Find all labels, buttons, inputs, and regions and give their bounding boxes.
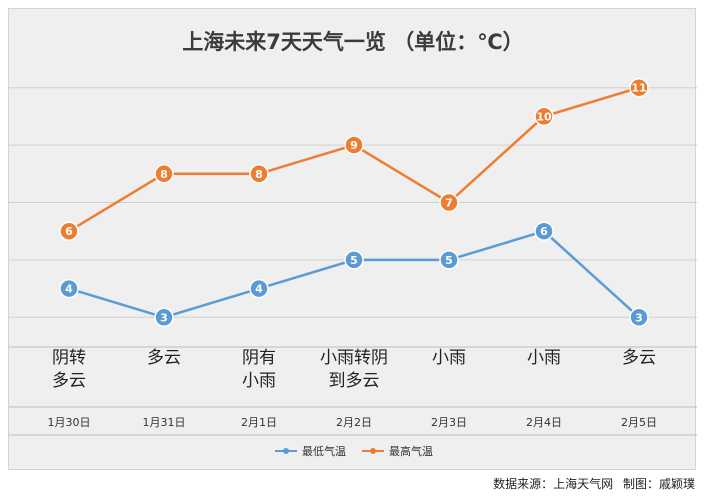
date-labels: 1月30日 1月31日 2月1日 2月2日 2月3日 2月4日 2月5日 (48, 416, 658, 429)
weather-label: 阴有 (242, 348, 276, 368)
legend-marker (370, 448, 376, 454)
weather-label: 小雨转阴 (320, 348, 388, 368)
data-label: 8 (255, 168, 263, 181)
data-point (534, 221, 554, 241)
weather-label: 小雨 (242, 371, 276, 391)
data-point (629, 307, 649, 328)
data-point (629, 77, 649, 98)
data-point (59, 221, 79, 241)
data-label: 4 (255, 283, 263, 296)
legend-marker (283, 448, 289, 454)
data-point (439, 192, 459, 213)
weather-label: 阴转 (52, 348, 86, 368)
weather-label: 多云 (52, 371, 86, 391)
date-tick-label: 1月30日 (48, 416, 91, 429)
weather-label: 多云 (147, 348, 181, 368)
weather-label: 小雨 (432, 348, 466, 368)
data-point (344, 250, 364, 270)
line-chart: 上海未来7天天气一览 （单位：℃） 阴转多云多云 阴有小雨小雨转阴到多云小雨 小雨多… (9, 30, 697, 458)
date-tick-label: 1月31日 (143, 416, 186, 429)
weather-label: 小雨 (527, 348, 561, 368)
legend: 最低气温 最高气温 (275, 444, 433, 458)
data-point (344, 135, 364, 155)
date-tick-label: 2月1日 (241, 416, 277, 429)
footer: 数据来源：上海天气网 制图：戚颖璞 (487, 475, 695, 492)
data-label: 3 (635, 311, 643, 324)
series-line (68, 229, 640, 319)
data-point (534, 106, 554, 127)
date-tick-label: 2月5日 (621, 416, 657, 429)
series-lines: 4 3 4 5 5 6 3 6 8 8 9 7 10 11 (59, 77, 649, 328)
data-label: 6 (65, 225, 73, 238)
data-point (249, 164, 269, 184)
data-point (439, 250, 459, 270)
source-credit: 数据来源：上海天气网 (493, 477, 614, 491)
data-point (249, 278, 269, 299)
data-label: 7 (445, 197, 453, 210)
grid-lines (9, 87, 697, 436)
data-label: 6 (540, 225, 548, 238)
chart-title: 上海未来7天天气一览 （单位：℃） (182, 30, 523, 54)
date-tick-label: 2月4日 (526, 416, 562, 429)
weather-label: 多云 (622, 348, 656, 368)
maker-credit: 制图：戚颖璞 (622, 477, 695, 491)
date-tick-label: 2月2日 (336, 416, 372, 429)
weather-label: 到多云 (329, 371, 380, 391)
data-point (154, 307, 174, 328)
data-label: 5 (445, 254, 453, 267)
date-tick-label: 2月3日 (431, 416, 467, 429)
data-label: 10 (536, 110, 552, 123)
data-label: 9 (350, 139, 358, 152)
data-label: 8 (160, 168, 168, 181)
legend-label: 最低气温 (302, 444, 346, 458)
legend-label: 最高气温 (389, 444, 433, 458)
data-label: 11 (631, 82, 646, 95)
data-point (154, 164, 174, 184)
chart-frame: 上海未来7天天气一览 （单位：℃） 阴转 多云 多云 阴有 小雨 小雨转阴 到多云 小雨 小雨多… (8, 8, 697, 470)
data-label: 4 (65, 283, 73, 296)
data-point (59, 278, 79, 299)
data-label: 3 (160, 311, 168, 324)
data-label: 5 (350, 254, 358, 267)
series-line (68, 86, 640, 233)
